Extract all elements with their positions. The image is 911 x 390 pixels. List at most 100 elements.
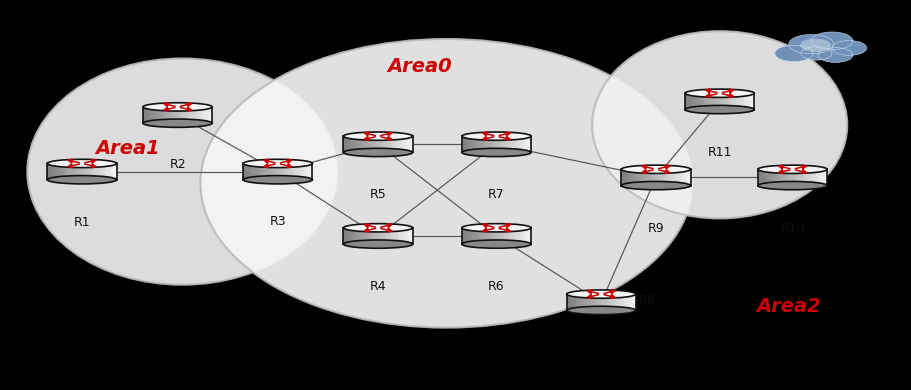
Ellipse shape bbox=[567, 290, 636, 298]
Polygon shape bbox=[366, 136, 369, 152]
Polygon shape bbox=[191, 107, 194, 123]
Polygon shape bbox=[208, 107, 210, 123]
Polygon shape bbox=[528, 136, 531, 152]
Polygon shape bbox=[724, 93, 727, 110]
Polygon shape bbox=[378, 228, 381, 244]
Polygon shape bbox=[492, 136, 494, 152]
Polygon shape bbox=[56, 163, 59, 180]
Polygon shape bbox=[396, 228, 399, 244]
Polygon shape bbox=[248, 163, 251, 180]
Polygon shape bbox=[624, 294, 627, 310]
Polygon shape bbox=[166, 107, 169, 123]
Polygon shape bbox=[346, 228, 348, 244]
Polygon shape bbox=[112, 163, 114, 180]
Polygon shape bbox=[257, 163, 260, 180]
Polygon shape bbox=[96, 163, 98, 180]
Polygon shape bbox=[569, 294, 571, 310]
Text: R3: R3 bbox=[270, 215, 286, 228]
Polygon shape bbox=[508, 228, 510, 244]
Ellipse shape bbox=[462, 223, 531, 232]
Polygon shape bbox=[772, 169, 774, 186]
Polygon shape bbox=[583, 294, 585, 310]
Polygon shape bbox=[656, 169, 659, 186]
Polygon shape bbox=[374, 228, 375, 244]
Polygon shape bbox=[251, 163, 252, 180]
Polygon shape bbox=[722, 93, 724, 110]
Polygon shape bbox=[157, 107, 159, 123]
Polygon shape bbox=[793, 169, 795, 186]
Polygon shape bbox=[585, 294, 588, 310]
Polygon shape bbox=[287, 163, 290, 180]
Polygon shape bbox=[510, 228, 513, 244]
Polygon shape bbox=[752, 93, 754, 110]
Polygon shape bbox=[494, 136, 496, 152]
Polygon shape bbox=[626, 169, 629, 186]
Polygon shape bbox=[150, 107, 152, 123]
Polygon shape bbox=[506, 228, 508, 244]
Polygon shape bbox=[59, 163, 61, 180]
Ellipse shape bbox=[343, 223, 413, 232]
Polygon shape bbox=[480, 136, 483, 152]
Polygon shape bbox=[305, 163, 308, 180]
Polygon shape bbox=[405, 228, 408, 244]
Polygon shape bbox=[800, 169, 802, 186]
Polygon shape bbox=[660, 169, 663, 186]
Polygon shape bbox=[742, 93, 745, 110]
Ellipse shape bbox=[758, 181, 827, 190]
Polygon shape bbox=[246, 163, 248, 180]
Polygon shape bbox=[679, 169, 681, 186]
Polygon shape bbox=[630, 169, 633, 186]
Polygon shape bbox=[394, 228, 396, 244]
Polygon shape bbox=[797, 169, 800, 186]
Polygon shape bbox=[98, 163, 100, 180]
Polygon shape bbox=[513, 228, 515, 244]
Polygon shape bbox=[601, 294, 604, 310]
Polygon shape bbox=[182, 107, 185, 123]
Polygon shape bbox=[465, 136, 466, 152]
Polygon shape bbox=[681, 169, 683, 186]
Ellipse shape bbox=[462, 148, 531, 157]
Text: R4: R4 bbox=[370, 280, 386, 293]
Polygon shape bbox=[761, 169, 763, 186]
Polygon shape bbox=[355, 136, 357, 152]
Polygon shape bbox=[82, 163, 85, 180]
Polygon shape bbox=[47, 163, 50, 180]
Polygon shape bbox=[697, 93, 699, 110]
Polygon shape bbox=[677, 169, 679, 186]
Polygon shape bbox=[387, 228, 390, 244]
Polygon shape bbox=[469, 136, 471, 152]
Polygon shape bbox=[701, 93, 703, 110]
Polygon shape bbox=[385, 228, 387, 244]
Polygon shape bbox=[462, 136, 465, 152]
Polygon shape bbox=[802, 169, 804, 186]
Polygon shape bbox=[494, 228, 496, 244]
Polygon shape bbox=[694, 93, 697, 110]
Polygon shape bbox=[203, 107, 205, 123]
Polygon shape bbox=[185, 107, 187, 123]
Polygon shape bbox=[629, 294, 631, 310]
Text: Area1: Area1 bbox=[96, 139, 160, 158]
Polygon shape bbox=[164, 107, 166, 123]
Ellipse shape bbox=[47, 159, 117, 168]
Polygon shape bbox=[476, 228, 478, 244]
Polygon shape bbox=[692, 93, 694, 110]
Text: Area0: Area0 bbox=[387, 57, 452, 76]
Ellipse shape bbox=[567, 306, 636, 315]
Polygon shape bbox=[66, 163, 68, 180]
Polygon shape bbox=[476, 136, 478, 152]
Polygon shape bbox=[348, 136, 351, 152]
Polygon shape bbox=[674, 169, 677, 186]
Polygon shape bbox=[629, 169, 630, 186]
Polygon shape bbox=[619, 294, 622, 310]
Polygon shape bbox=[143, 107, 146, 123]
Polygon shape bbox=[672, 169, 674, 186]
Polygon shape bbox=[809, 169, 811, 186]
Polygon shape bbox=[785, 169, 788, 186]
Polygon shape bbox=[610, 294, 613, 310]
Ellipse shape bbox=[685, 105, 754, 114]
Ellipse shape bbox=[343, 240, 413, 248]
Circle shape bbox=[789, 34, 834, 54]
Polygon shape bbox=[524, 228, 527, 244]
Polygon shape bbox=[87, 163, 89, 180]
Polygon shape bbox=[496, 136, 499, 152]
